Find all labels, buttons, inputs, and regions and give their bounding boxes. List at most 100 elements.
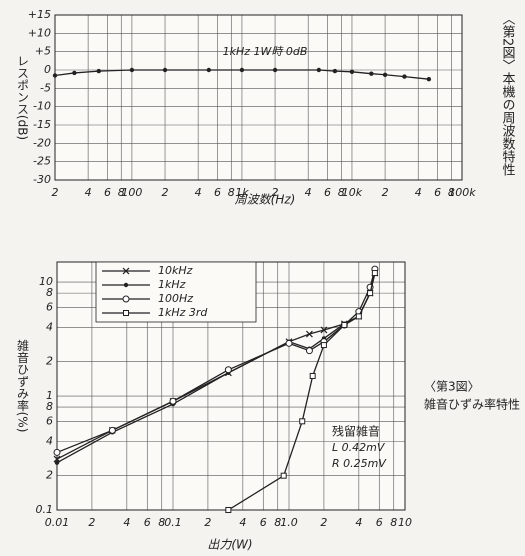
x-tick-label: 4: [305, 186, 312, 199]
x-tick-label: 6: [144, 516, 151, 529]
marker-square: [225, 507, 232, 513]
marker-dot: [54, 460, 60, 465]
marker-square: [280, 472, 287, 479]
figure-caption: 〈第3図〉: [424, 380, 480, 394]
y-tick-label: 2: [46, 355, 53, 368]
y-tick-label: 8: [46, 400, 53, 413]
x-axis-label: 周波数(Hz): [235, 193, 296, 207]
legend-label: 10kHz: [158, 264, 193, 277]
y-axis-label: レスポンス(dB): [16, 55, 30, 140]
marker-square: [309, 372, 316, 379]
y-tick-label: -20: [33, 136, 51, 149]
y-tick-label: 0.1: [36, 503, 54, 516]
annotation: 1kHz 1W時 0dB: [223, 45, 308, 58]
annotation: L 0.42mV: [332, 441, 386, 454]
marker-dot: [129, 67, 135, 73]
x-tick-label: 4: [355, 516, 362, 529]
legend-box: [95, 261, 257, 323]
x-tick-label: 2: [88, 516, 95, 529]
marker-circle: [122, 295, 130, 303]
marker-dot: [382, 72, 388, 77]
marker-dot: [349, 69, 355, 75]
annotation: 残留雑音: [332, 424, 380, 439]
marker-circle: [224, 366, 232, 374]
y-tick-label: +15: [28, 8, 51, 21]
marker-circle: [305, 347, 313, 355]
x-tick-label: 2: [272, 186, 279, 199]
y-tick-label: 4: [46, 434, 53, 447]
x-tick-label: 6: [324, 186, 331, 199]
x-tick-label: 8: [228, 186, 235, 199]
marker-square: [367, 290, 374, 297]
legend-label: 1kHz: [158, 278, 186, 291]
x-tick-label: 100: [121, 186, 142, 199]
marker-x: [122, 267, 130, 275]
y-axis-label: 雑音ひずみ率(%): [16, 338, 30, 432]
x-tick-label: 2: [382, 186, 389, 199]
x-tick-label: 10k: [342, 186, 363, 199]
y-tick-label: -5: [40, 81, 51, 94]
x-tick-label: 6: [434, 186, 441, 199]
marker-square: [320, 342, 327, 349]
marker-circle: [53, 448, 61, 456]
x-tick-label: 0.1: [164, 516, 182, 529]
figure-caption: 雑音ひずみ率特性: [424, 397, 520, 412]
marker-dot: [72, 70, 77, 76]
y-tick-label: +10: [28, 26, 51, 39]
x-tick-label: 8: [158, 516, 165, 529]
plot-frame: [54, 14, 463, 181]
marker-dot: [123, 282, 129, 288]
x-tick-label: 4: [195, 186, 202, 199]
y-tick-label: 2: [46, 469, 53, 482]
marker-dot: [402, 74, 407, 79]
x-tick-label: 4: [415, 186, 422, 199]
marker-square: [371, 270, 378, 277]
x-tick-label: 1.0: [280, 516, 298, 529]
y-tick-label: 6: [46, 414, 53, 427]
marker-dot: [426, 76, 432, 82]
marker-dot: [162, 67, 168, 73]
y-tick-label: 1: [46, 389, 53, 402]
marker-square: [355, 313, 362, 320]
marker-dot: [206, 67, 212, 73]
y-tick-label: 10: [39, 275, 53, 288]
x-tick-label: 100k: [448, 186, 476, 199]
marker-circle: [108, 426, 116, 434]
marker-square: [341, 322, 348, 329]
marker-dot: [239, 67, 245, 73]
x-tick-label: 2: [52, 186, 59, 199]
marker-x: [320, 326, 328, 334]
x-tick-label: 1k: [235, 186, 249, 199]
x-tick-label: 4: [85, 186, 92, 199]
marker-circle: [285, 339, 293, 347]
x-tick-label: 0.01: [45, 516, 70, 529]
x-tick-label: 6: [104, 186, 111, 199]
x-tick-label: 6: [376, 516, 383, 529]
y-tick-label: -10: [33, 100, 51, 113]
marker-square: [123, 310, 129, 316]
x-tick-label: 8: [338, 186, 345, 199]
marker-dot: [96, 68, 101, 74]
x-tick-label: 8: [390, 516, 397, 529]
x-tick-label: 4: [123, 516, 130, 529]
x-tick-label: 2: [162, 186, 169, 199]
y-tick-label: -15: [33, 118, 51, 131]
x-tick-label: 8: [448, 186, 455, 199]
legend-label: 1kHz 3rd: [158, 306, 208, 319]
marker-dot: [316, 67, 322, 73]
x-tick-label: 6: [214, 186, 221, 199]
marker-x: [306, 330, 313, 338]
marker-dot: [332, 68, 338, 74]
x-tick-label: 10: [398, 516, 412, 529]
y-tick-label: 4: [46, 320, 53, 333]
x-axis-label: 出力(W): [207, 538, 252, 552]
x-tick-label: 8: [118, 186, 125, 199]
legend-label: 100Hz: [158, 292, 193, 305]
x-tick-label: 8: [274, 516, 281, 529]
figure-caption: 〈第2図〉本機の周波数特性: [500, 12, 516, 177]
y-tick-label: +5: [35, 45, 51, 58]
x-tick-label: 6: [260, 516, 267, 529]
y-tick-label: 0: [44, 63, 51, 76]
x-tick-label: 2: [204, 516, 211, 529]
